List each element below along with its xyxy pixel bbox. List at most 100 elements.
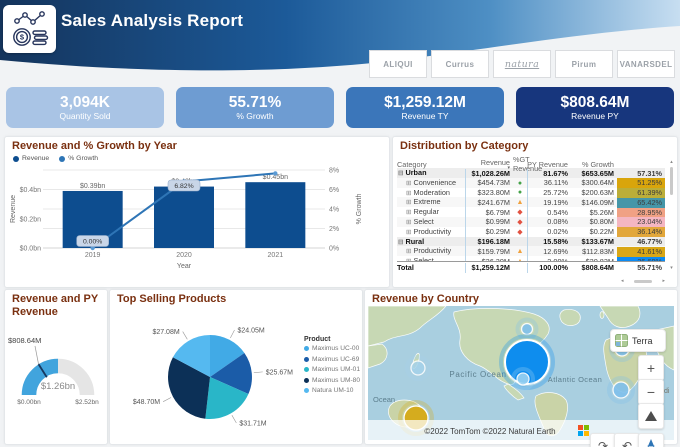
expand-icon[interactable]: ⊞ [406, 258, 411, 261]
expand-icon[interactable]: ⊞ [406, 228, 412, 236]
revenue-bar[interactable] [245, 182, 306, 248]
combo-chart[interactable]: 0%2%4%6%8%$0.0bn$0.2bn$0.4bn$0.39bn$0.42… [5, 162, 387, 276]
growth-data-label: 0.00% [76, 235, 109, 247]
report-logo: $ [3, 5, 56, 53]
expand-icon[interactable]: ⊞ [406, 248, 412, 256]
revenue-bubble[interactable] [516, 372, 530, 386]
revenue-cell: $6.79M [465, 207, 513, 218]
table-row[interactable]: ⊞ Regular $6.79M ◆ 0.54% $5.26M 28.95% [397, 207, 665, 218]
atlantic-ocean-label: Atlantic Ocean [548, 375, 602, 384]
table-row[interactable]: ⊞ Productivity $159.79M ▲ 12.69% $112.83M 41.6… [397, 246, 665, 257]
zoom-in-button[interactable]: + [638, 355, 664, 381]
rotate-clockwise-button[interactable]: ↷ [590, 433, 616, 447]
collapse-icon[interactable]: ⊟ [398, 170, 404, 177]
column-header[interactable]: PY Revenue [527, 159, 568, 169]
bar-data-label: $0.39bn [80, 183, 105, 190]
category-cell[interactable]: ⊟ Rural [398, 236, 425, 246]
revenue-bubble[interactable] [410, 360, 426, 376]
kpi-card[interactable]: $1,259.12M Revenue TY [346, 87, 504, 128]
scroll-up-icon[interactable]: ▴ [670, 159, 673, 165]
pie-slice[interactable] [210, 335, 245, 377]
rotate-counterclockwise-button[interactable]: ↶ [614, 433, 640, 447]
compass-button[interactable] [638, 433, 664, 447]
category-cell[interactable]: ⊞ Extreme [406, 197, 441, 207]
expand-icon[interactable]: ⊞ [406, 189, 412, 197]
table-row[interactable]: ⊞ Productivity $0.29M ◆ 0.02% $0.22M 36.14% [397, 226, 665, 238]
category-cell[interactable]: ⊞Select [406, 216, 434, 226]
column-header[interactable]: %GT Revenue [513, 155, 542, 173]
horizontal-scrollbar[interactable]: ◂ ▸ [621, 277, 665, 285]
kpi-card[interactable]: 55.71%% Growth [176, 87, 334, 128]
gt-revenue-cell: 100.00% [527, 262, 571, 273]
pie-slice[interactable] [168, 357, 210, 419]
legend-item[interactable]: Maximus UC-00 [304, 345, 360, 352]
bar-data-label: $0.45bn [263, 174, 288, 181]
table-row[interactable]: ⊟ Rural $196.18M 15.58% $133.67M 46.77% [397, 236, 665, 247]
legend-item[interactable]: % Growth [59, 155, 98, 162]
zoom-out-button[interactable]: − [638, 379, 664, 405]
legend-item[interactable]: Natura UM-10 [304, 387, 360, 394]
scrollbar-thumb[interactable] [634, 279, 652, 283]
table-row[interactable]: ⊟ Urban $1,028.26M 81.67% $653.65M 57.31% [397, 168, 665, 179]
category-cell[interactable]: ⊟ Urban [398, 168, 427, 177]
kpi-card[interactable]: $808.64M Revenue PY [516, 87, 674, 128]
category-cell[interactable]: ⊞ Regular [406, 207, 440, 217]
pie-slice[interactable] [172, 335, 210, 377]
category-cell[interactable]: ⊞ Convenience [406, 177, 457, 187]
kpi-label: Revenue PY [571, 111, 619, 121]
terrain-style-button[interactable]: Terra [610, 329, 666, 352]
scroll-down-icon[interactable]: ▾ [670, 265, 673, 271]
legend-item[interactable]: Maximus UC-69 [304, 356, 360, 363]
table-row[interactable]: ⊞ Select $0.99M ◆ 0.08% $0.80M 23.04% [397, 216, 665, 228]
legend-item[interactable]: Maximus UM-80 [304, 377, 360, 384]
table-row[interactable]: ⊞ Moderation $323.80M ● 25.72% $200.63M 61.39% [397, 188, 665, 198]
vertical-scrollbar[interactable]: ▴ ▾ [668, 159, 675, 271]
gauge-value-label: $1.26bn [41, 381, 75, 392]
right-axis-tick: 0% [329, 246, 339, 253]
svg-text:0.00%: 0.00% [83, 239, 102, 246]
scrollbar-thumb[interactable] [670, 167, 673, 195]
kpi-card[interactable]: 3,094K Quantity Sold [6, 87, 164, 128]
pie-slice[interactable] [205, 377, 249, 419]
brand-logo: Pirum [555, 50, 613, 78]
expand-icon[interactable]: ⊞ [406, 179, 412, 187]
map-canvas[interactable]: Pacific Ocean Atlantic Ocean Ocean di ©2… [367, 305, 675, 447]
category-cell[interactable]: ⊞ Moderation [406, 187, 450, 197]
scroll-right-icon[interactable]: ▸ [662, 278, 665, 284]
table-row[interactable]: Total $1,259.12M 100.00% $808.64M 55.71% [397, 261, 665, 273]
right-axis-tick: 6% [329, 187, 339, 194]
legend-item[interactable]: Revenue [13, 155, 49, 162]
column-header[interactable]: % Growth [581, 159, 614, 169]
pie-chart[interactable]: $24.05M $25.67M $31.71M $48.70M $27.08M [110, 306, 360, 440]
legend-item[interactable]: Maximus UM-01 [304, 366, 360, 373]
right-axis-title: % Growth [356, 194, 363, 225]
column-header[interactable]: Revenue ▾ [465, 158, 513, 171]
gauge-chart[interactable]: $808.64M $1.26bn $0.00bn $2.52bn [5, 329, 107, 406]
category-cell[interactable]: ⊞ Productivity [406, 246, 452, 256]
compass-needle-icon [647, 439, 655, 447]
growth-cell: 23.04% [617, 217, 665, 228]
kpi-value: $808.64M [560, 94, 630, 111]
pie-slice[interactable] [210, 353, 252, 394]
diamond-red-icon: ◆ [517, 228, 523, 236]
column-header[interactable]: Category [397, 159, 427, 169]
collapse-icon[interactable]: ⊟ [398, 238, 404, 246]
growth-cell: 36.14% [617, 227, 665, 238]
category-cell[interactable]: ⊞Select [397, 256, 465, 261]
revenue-bubble[interactable] [612, 381, 630, 399]
revenue-bubble[interactable] [520, 322, 534, 336]
expand-icon[interactable]: ⊞ [406, 199, 412, 207]
expand-icon[interactable]: ⊞ [406, 209, 412, 217]
category-cell[interactable]: ⊞ Productivity [406, 226, 452, 236]
revenue-cell: $323.80M [465, 188, 513, 198]
table-row[interactable]: ⊞ Convenience $454.73M ● 36.11% $300.64M 51.25… [397, 177, 665, 189]
category-cell[interactable]: Total [397, 262, 414, 272]
map-attribution: ©2022 TomTom ©2022 Natural Earth [424, 427, 555, 436]
scroll-left-icon[interactable]: ◂ [621, 278, 624, 284]
expand-icon[interactable]: ⊞ [406, 218, 412, 226]
legend-title: Product [304, 336, 331, 343]
world-map[interactable]: Pacific Ocean Atlantic Ocean Ocean di ©2… [367, 305, 675, 440]
table-row[interactable]: ⊞ Extreme $241.67M ▲ 19.19% $146.09M 65.42% [397, 197, 665, 208]
tilt-button[interactable] [638, 403, 664, 429]
